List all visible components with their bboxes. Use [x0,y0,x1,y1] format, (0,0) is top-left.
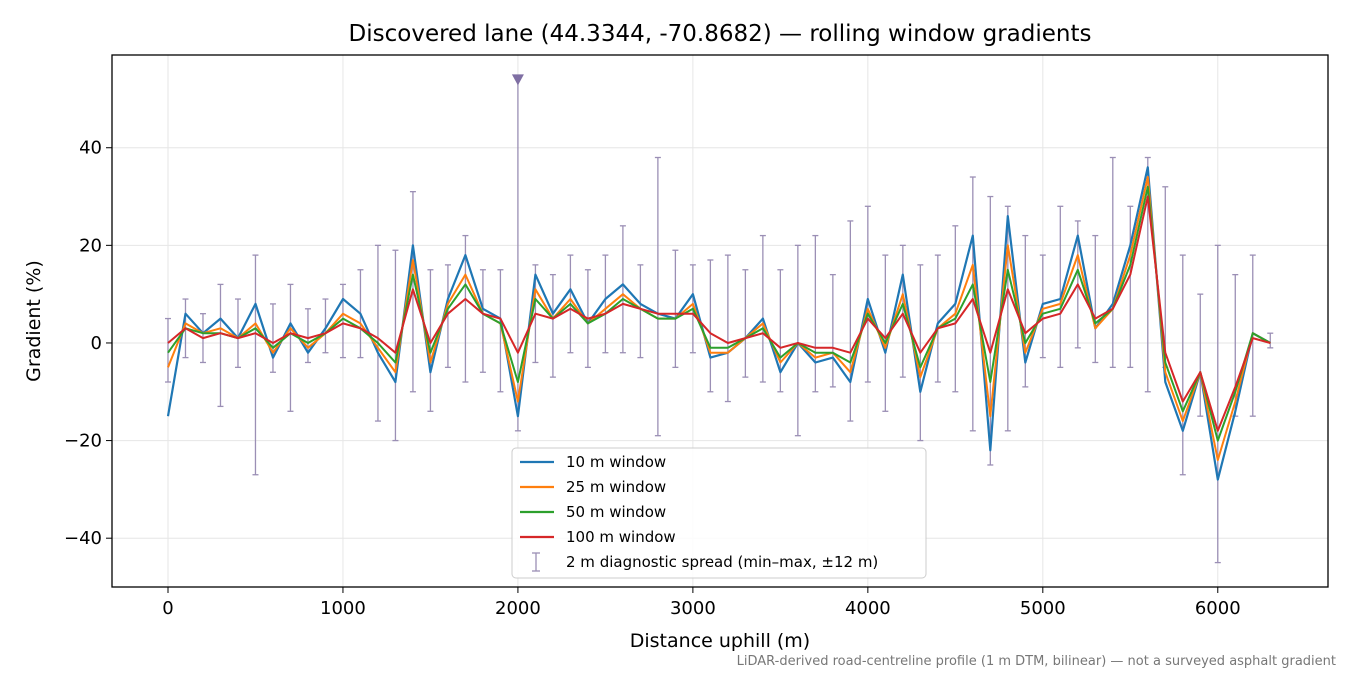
errorbar [672,249,679,369]
errorbar [287,283,294,412]
errorbar [462,234,469,383]
errorbar [322,298,329,354]
errorbar [234,298,241,369]
x-axis-label: Distance uphill (m) [630,630,810,652]
x-axis-ticks: 0 1000 2000 3000 4000 5000 6000 [162,587,1241,619]
y-axis-ticks: −40 −20 0 20 40 [64,138,112,549]
errorbar [1057,205,1064,369]
marker-group [511,74,524,86]
errorbar [1127,205,1134,369]
errorbar [724,254,731,403]
errorbar [1214,244,1221,564]
errorbar [882,254,889,412]
errorbar [794,244,801,437]
series-line-1 [166,166,1271,481]
errorbar [497,269,504,393]
series-lines [166,166,1271,481]
errorbar [654,156,661,437]
errorbar [252,254,259,476]
footnote: LiDAR-derived road-centreline profile (1… [737,654,1336,669]
errorbar [987,195,994,466]
x-tick-label: 2000 [495,598,541,619]
errorbar [269,303,276,373]
errorbar [217,283,224,408]
legend-label: 10 m window [566,453,666,471]
y-tick-label: 20 [79,235,102,256]
errorbar [479,269,486,373]
errorbar [637,264,644,359]
errorbar [952,225,959,393]
errorbar [444,264,451,369]
errorbar [812,234,819,393]
errorbar [1092,234,1099,364]
errorbar [602,254,609,354]
errorbar [339,283,346,359]
y-tick-label: 40 [79,138,102,159]
legend-label: 50 m window [566,503,666,521]
series-line-4 [167,195,1271,432]
legend-label: 25 m window [566,478,666,496]
errorbar [742,269,749,378]
errorbar [1197,293,1204,417]
errorbar [829,273,836,388]
errorbar [864,205,871,383]
x-tick-label: 6000 [1195,598,1241,619]
legend-box [511,447,927,579]
errorbar [1109,156,1116,369]
x-tick-label: 4000 [845,598,891,619]
errorbar [392,249,399,442]
errorbar [847,220,854,422]
errorbar [619,225,626,354]
errorbar [374,244,381,422]
y-tick-label: 0 [91,333,102,354]
errorbar [934,254,941,383]
errorbar [759,234,766,383]
x-tick-label: 3000 [670,598,716,619]
y-tick-label: −40 [64,528,102,549]
y-axis-label: Gradient (%) [23,260,45,382]
legend-label: 2 m diagnostic spread (min–max, ±12 m) [566,553,878,571]
y-tick-label: −20 [64,431,102,452]
diagnostic-spread-errorbars [164,78,1274,564]
legend-label: 100 m window [566,528,676,546]
plot-frame [111,54,1329,588]
chart-title: Discovered lane (44.3344, -70.8682) — ro… [349,21,1092,47]
errorbar [969,176,976,432]
errorbar [1267,332,1274,349]
errorbar [164,317,171,383]
errorbar [1004,205,1011,432]
x-tick-label: 1000 [320,598,366,619]
series-line-3 [167,185,1271,442]
x-tick-label: 5000 [1020,598,1066,619]
marker-triangle [511,74,524,86]
errorbar [899,244,906,378]
x-tick-label: 0 [162,598,173,619]
errorbar [707,259,714,393]
errorbar [1179,254,1186,476]
legend: 10 m window 25 m window 50 m window 100 m w… [511,447,927,579]
series-line-2 [167,176,1271,462]
legend-errorbar-swatch [532,552,540,572]
errorbar [549,273,556,378]
